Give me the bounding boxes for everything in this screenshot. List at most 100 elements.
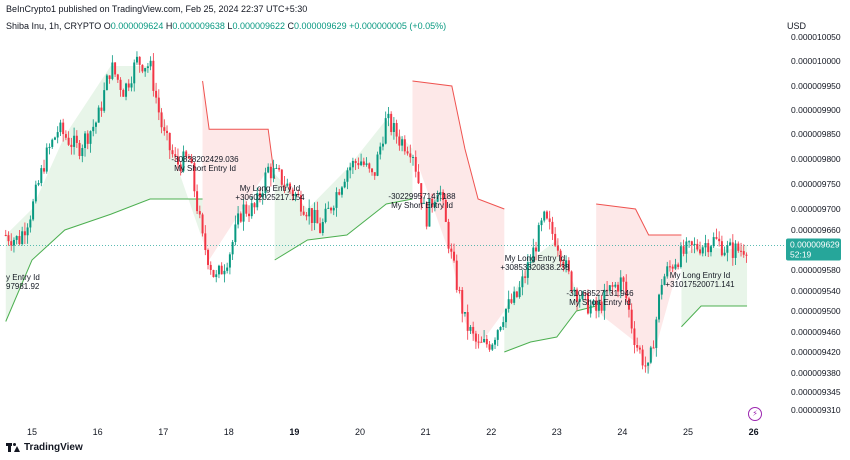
candle-body [204, 233, 207, 250]
candle-body [141, 64, 144, 72]
candle-body [310, 208, 313, 223]
candle-body [168, 132, 171, 151]
y-tick-label: 0.000009540 [791, 286, 841, 296]
y-tick-label: 0.000010000 [791, 56, 841, 66]
y-tick-label: 0.000009950 [791, 81, 841, 91]
x-tick-label: 25 [683, 427, 693, 437]
candle-body [551, 221, 554, 234]
y-tick-label: 0.000009800 [791, 154, 841, 164]
supertrend-down-1-fill [202, 81, 275, 260]
candle-body [343, 181, 346, 188]
candle-body [40, 168, 43, 184]
candle-body [43, 168, 46, 172]
annotation-a2: -30828202429.036 My Short Entry Id [171, 155, 239, 173]
candle-body [518, 287, 521, 297]
supertrend-up-1-line [5, 198, 203, 322]
candle-body [357, 163, 360, 166]
candle-body [94, 122, 97, 127]
candle-body [554, 233, 557, 246]
candle-body [15, 236, 18, 240]
candle-body [289, 183, 292, 190]
candle-body [507, 299, 510, 309]
candle-body [540, 220, 543, 226]
candle-body [545, 211, 548, 219]
candle-body [603, 289, 606, 311]
candle-body [655, 319, 658, 348]
candle-body [477, 341, 480, 343]
candle-body [578, 298, 581, 302]
candle-body [135, 56, 138, 63]
candle-body [37, 183, 40, 185]
candle-body [387, 113, 390, 119]
candle-body [362, 161, 365, 165]
candle-body [422, 202, 425, 204]
candle-body [458, 289, 461, 291]
candle-body [269, 166, 272, 179]
candle-body [622, 277, 625, 282]
candle-body [171, 150, 174, 155]
candle-body [611, 285, 614, 287]
supertrend-down-2-fill [412, 81, 505, 347]
candle-body [420, 183, 423, 203]
candle-body [586, 293, 589, 314]
candle-body [176, 156, 179, 165]
candle-body [253, 203, 256, 208]
candle-body [278, 167, 281, 170]
candle-body [160, 112, 163, 128]
candle-body [409, 153, 412, 158]
candle-body [690, 241, 693, 246]
candle-body [18, 236, 21, 245]
ohlc-legend: Shiba Inu, 1h, CRYPTO O0.000009624 H0.00… [6, 21, 446, 31]
x-tick-label: 15 [27, 427, 37, 437]
supertrend-up-2-line [274, 198, 413, 261]
candle-body [324, 208, 327, 223]
symbol-label[interactable]: Shiba Inu, 1h, CRYPTO [6, 21, 102, 31]
candle-body [166, 130, 169, 133]
candle-body [543, 211, 546, 221]
published-line: BeInCrypto1 published on TradingView.com… [6, 4, 308, 14]
candle-body [67, 137, 70, 145]
lightning-icon[interactable]: ⚡ [748, 407, 762, 421]
candle-body [494, 339, 497, 345]
currency-label[interactable]: USD [786, 21, 806, 31]
candle-body [390, 113, 393, 133]
y-tick-label: 0.000009700 [791, 204, 841, 214]
candle-body [573, 289, 576, 292]
candle-body [275, 167, 278, 169]
candle-body [595, 300, 598, 311]
candle-body [371, 168, 374, 173]
candle-body [185, 151, 188, 157]
candle-body [308, 208, 311, 217]
candle-body [365, 163, 368, 165]
candle-body [209, 264, 212, 270]
tradingview-footer[interactable]: TradingView [6, 442, 83, 453]
candle-body [12, 239, 15, 246]
candle-body [4, 235, 7, 236]
candle-body [606, 289, 609, 291]
candle-body [510, 299, 513, 303]
candle-body [701, 247, 704, 254]
y-tick-label: 0.000009900 [791, 105, 841, 115]
candle-body [709, 246, 712, 253]
high-label: H [165, 21, 173, 31]
candle-body [617, 284, 620, 292]
candle-body [226, 267, 229, 271]
candle-body [567, 260, 570, 272]
candle-body [439, 192, 442, 196]
candle-body [330, 207, 333, 211]
candle-body [220, 265, 223, 275]
supertrend-up-1-fill [5, 66, 203, 322]
candle-body [403, 139, 406, 152]
candle-body [193, 163, 196, 192]
y-tick-label: 0.000009420 [791, 347, 841, 357]
candle-body [332, 207, 335, 211]
candle-body [504, 308, 507, 323]
y-tick-label: 0.000009460 [791, 327, 841, 337]
y-tick-label: 0.000009500 [791, 306, 841, 316]
candle-body [472, 326, 475, 334]
candle-body [392, 123, 395, 133]
candle-body [535, 247, 538, 252]
candle-body [502, 322, 505, 327]
x-tick-label: 21 [421, 427, 431, 437]
